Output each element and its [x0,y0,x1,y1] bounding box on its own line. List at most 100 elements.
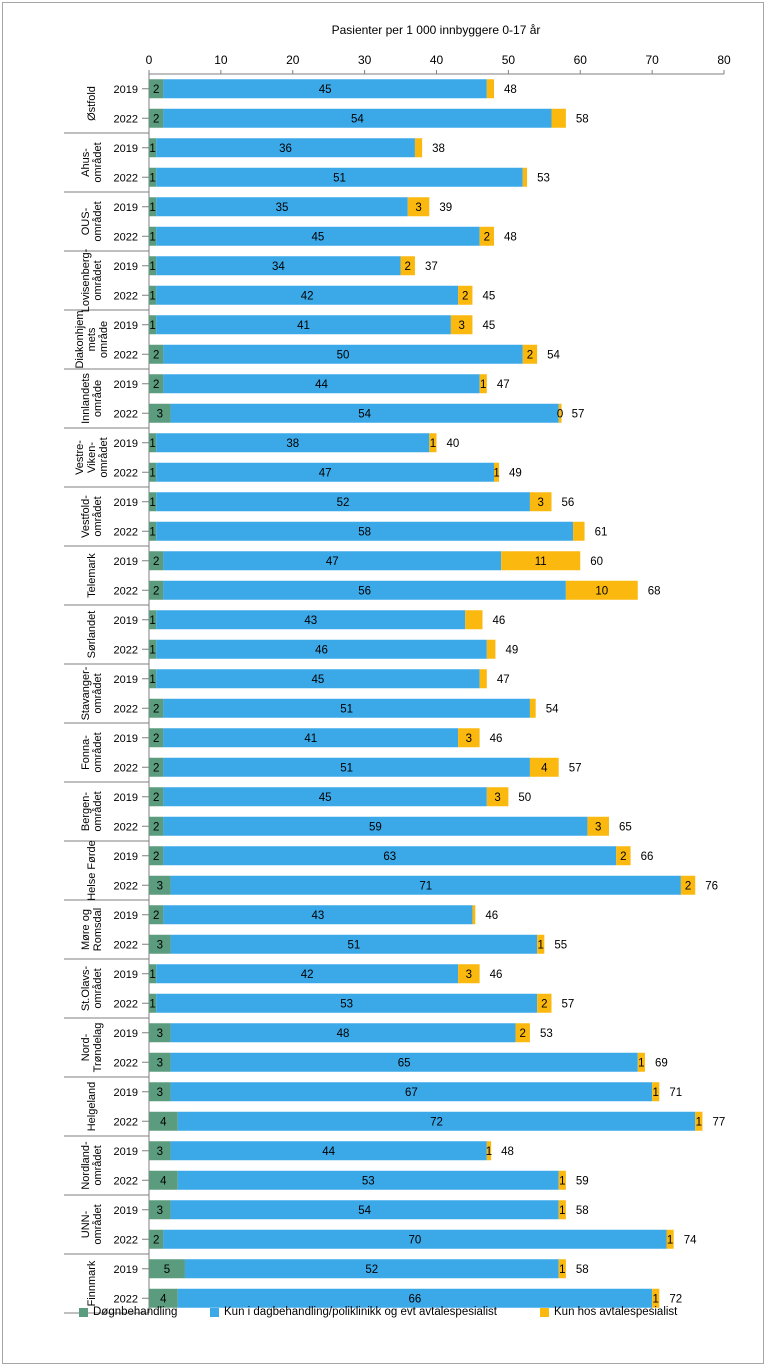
bar-segment-dag [170,934,538,954]
bar-segment-dag [163,757,530,777]
bar-segment-avtale [551,108,566,128]
data-label-avtale: 2 [462,290,468,302]
data-label-avtale: 2 [484,231,490,243]
data-label-avtale: 4 [541,762,548,774]
bar-segment-dogn [149,1111,178,1131]
data-label-dogn: 1 [149,497,155,509]
bar-segment-dogn [149,1170,178,1190]
data-label-dag: 52 [337,497,350,509]
data-label-avtale: 2 [685,880,691,892]
legend-swatch-avtale [540,1307,549,1317]
total-label: 57 [562,998,575,1010]
bar-segment-dag [156,138,415,158]
group-label-line: Møre og [80,909,92,950]
bar-segment-dogn [149,964,157,984]
bars: 2 45 482 54 581 36 381 51 531 35 3 391 45 2 481 34 2 371 4… [149,79,725,1308]
x-tick-label: 10 [214,53,228,67]
bar-segment-dogn [149,226,157,246]
bar-segment-avtale [429,433,437,453]
bar-segment-avtale [472,905,476,925]
group-label: UNN-området [80,1204,104,1244]
total-label: 46 [493,615,506,627]
group-label: Vestfold-området [80,495,104,538]
year-label: 2022 [114,1234,138,1246]
group-label-line: Telemark [86,553,98,598]
group-label-line: området [92,673,104,713]
group-label: Østfold [86,86,98,121]
data-label-dogn: 2 [153,821,159,833]
bar-segment-dogn [149,433,157,453]
bar-segment-avtale [529,492,552,512]
data-label-dogn: 2 [153,556,159,568]
group-label: Sørlandet [86,611,98,659]
data-label-dogn: 2 [153,349,159,361]
group-label-line: Helgeland [86,1082,98,1132]
total-label: 71 [669,1087,682,1099]
year-label: 2019 [114,910,138,922]
total-label: 57 [572,408,585,420]
year-label: 2019 [114,674,138,686]
group-label: Møre ogRomsdal [80,908,104,951]
total-label: 77 [712,1116,725,1128]
data-label-avtale: 3 [494,792,500,804]
total-label: 46 [485,910,498,922]
data-label-dag: 53 [362,1175,375,1187]
year-label: 2019 [114,556,138,568]
total-label: 57 [569,762,582,774]
year-label: 2019 [114,143,138,155]
data-label-dogn: 1 [149,644,155,656]
data-label-avtale: 0 [557,408,563,420]
bar-segment-dogn [149,344,164,364]
bar-segment-avtale [537,934,545,954]
x-tick-label: 60 [574,53,588,67]
group-label: Helgeland [86,1082,98,1132]
year-label: 2022 [114,998,138,1010]
data-label-dag: 63 [383,851,396,863]
legend: Døgnbehandling Kun i dagbehandling/polik… [0,1306,768,1326]
data-label-dogn: 1 [149,143,155,155]
bar-segment-dag [163,728,459,748]
legend-item-dag: Kun i dagbehandling/poliklinikk og evt a… [210,1306,497,1318]
bar-segment-avtale [486,79,494,99]
legend-label-avtale: Kun hos avtalespesialist [554,1306,678,1318]
bar-segment-avtale [573,521,585,541]
group-label-line: Finnmark [86,1260,98,1306]
year-label: 2019 [114,438,138,450]
data-label-dag: 51 [347,939,360,951]
bar-segment-dag [170,1082,653,1102]
data-label-dogn: 2 [153,910,159,922]
bar-segment-dag [170,1200,559,1220]
total-label: 59 [576,1175,589,1187]
group-label-line: området [92,1204,104,1244]
bar-segment-dag [156,610,466,630]
data-label-avtale: 1 [493,467,499,479]
bar-segment-avtale [529,698,536,718]
group-label-line: område [92,380,104,417]
x-tick-label: 0 [146,53,153,67]
group-label-line: område [98,321,110,358]
data-label-dag: 46 [315,644,328,656]
total-label: 72 [669,1293,682,1305]
bar-segment-dogn [149,816,164,836]
bar-segment-dag [170,403,559,423]
data-label-avtale: 1 [559,1205,565,1217]
data-label-avtale: 1 [559,1175,565,1187]
group-label: Bergen-området [80,791,104,831]
bar-segment-dag [163,1229,667,1249]
total-label: 48 [504,231,517,243]
total-label: 45 [482,290,495,302]
bar-segment-avtale [458,728,480,748]
total-label: 58 [576,1205,589,1217]
data-label-dogn: 2 [153,113,159,125]
bar-segment-dag [156,462,494,482]
data-label-dogn: 1 [149,674,155,686]
bar-segment-dogn [149,1200,171,1220]
legend-swatch-dogn [79,1307,88,1317]
year-label: 2022 [114,290,138,302]
group-label-line: Vestre- [74,440,86,475]
data-label-dogn: 3 [157,1087,163,1099]
total-label: 39 [439,202,452,214]
data-label-dogn: 3 [157,880,163,892]
year-label: 2019 [114,84,138,96]
bar-segment-dag [156,256,401,276]
